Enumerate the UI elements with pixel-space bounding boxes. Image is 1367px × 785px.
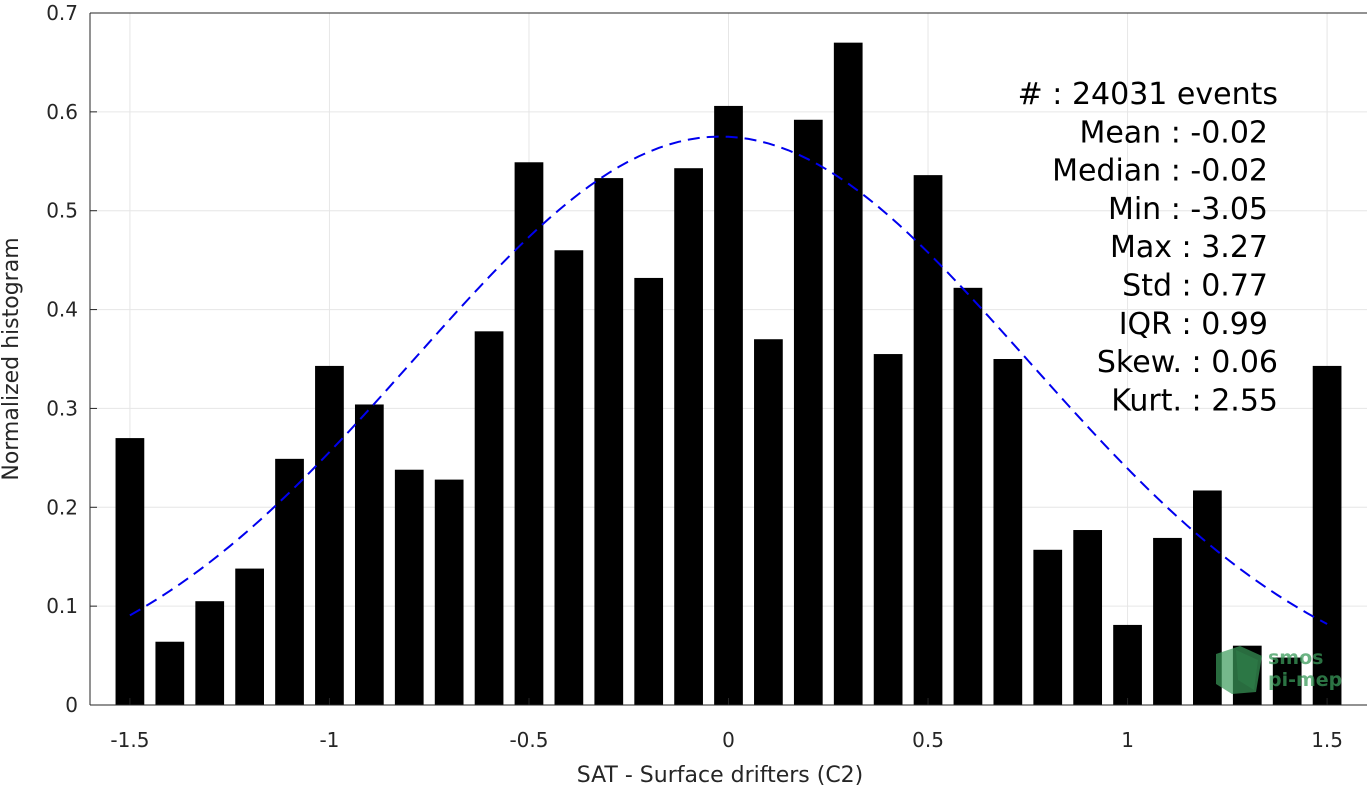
histogram-bar bbox=[634, 277, 664, 705]
histogram-bar bbox=[275, 458, 304, 705]
y-axis-label: Normalized histogram bbox=[0, 237, 24, 480]
stat-line: Max : 3.27 bbox=[1110, 230, 1268, 265]
y-tick-label: 0.1 bbox=[46, 594, 78, 618]
stat-line: Std : 0.77 bbox=[1122, 269, 1268, 304]
histogram-bar bbox=[1312, 365, 1342, 705]
x-axis-label: SAT - Surface drifters (C2) bbox=[577, 763, 864, 785]
histogram-bar bbox=[115, 438, 145, 705]
x-tick-label: -0.5 bbox=[509, 728, 548, 752]
bars bbox=[115, 42, 1342, 706]
x-tick-label: -1.5 bbox=[110, 728, 149, 752]
y-tick-label: 0.3 bbox=[46, 396, 78, 420]
histogram-bar bbox=[1073, 530, 1103, 705]
histogram-bar bbox=[235, 568, 264, 705]
y-tick-label: 0 bbox=[65, 693, 78, 717]
y-tick-label: 0.6 bbox=[46, 100, 78, 124]
stat-line: Mean : -0.02 bbox=[1079, 115, 1268, 150]
x-tick-label: 1.5 bbox=[1311, 728, 1343, 752]
x-tick-label: -1 bbox=[319, 728, 339, 752]
y-tick-label: 0.2 bbox=[46, 495, 78, 519]
histogram-bar bbox=[394, 469, 424, 705]
stat-line: Skew. : 0.06 bbox=[1097, 345, 1278, 380]
histogram-bar bbox=[554, 250, 584, 705]
stat-line: Min : -3.05 bbox=[1108, 192, 1268, 227]
histogram-bar bbox=[714, 105, 743, 705]
histogram-bar bbox=[315, 365, 344, 705]
x-axis-ticks: -1.5 -1 -0.5 0 0.5 1 1.5 bbox=[110, 698, 1343, 752]
histogram-bar bbox=[354, 404, 384, 705]
histogram-bar bbox=[594, 178, 624, 705]
histogram-bar bbox=[434, 479, 464, 705]
histogram-bar bbox=[195, 601, 225, 705]
histogram-bar bbox=[833, 42, 863, 705]
histogram-bar bbox=[754, 339, 783, 705]
logo-text: pi-mep bbox=[1268, 669, 1342, 691]
x-tick-label: 0.5 bbox=[912, 728, 944, 752]
y-tick-label: 0.5 bbox=[46, 199, 78, 223]
x-tick-label: 1 bbox=[1121, 728, 1134, 752]
histogram-bar bbox=[993, 359, 1023, 705]
histogram-bar bbox=[1113, 624, 1142, 705]
histogram-bar bbox=[1272, 657, 1302, 705]
histogram-bar bbox=[913, 175, 943, 705]
histogram-bar bbox=[155, 641, 185, 705]
fit-curve bbox=[129, 135, 1328, 625]
y-tick-label: 0.4 bbox=[46, 298, 78, 322]
histogram-bar bbox=[474, 331, 504, 705]
histogram-bar bbox=[514, 162, 544, 705]
histogram-bar bbox=[1153, 537, 1182, 705]
histogram-bar bbox=[674, 168, 703, 706]
histogram-bar bbox=[873, 354, 903, 705]
x-tick-label: 0 bbox=[722, 728, 735, 752]
y-axis-ticks: 0 0.1 0.2 0.3 0.4 0.5 0.6 0.7 bbox=[46, 1, 97, 717]
histogram-bar bbox=[953, 287, 983, 705]
stat-line: Kurt. : 2.55 bbox=[1111, 383, 1278, 418]
histogram-bar bbox=[1033, 549, 1063, 705]
stat-line: IQR : 0.99 bbox=[1119, 307, 1268, 342]
logo-shape-shade bbox=[1236, 650, 1258, 690]
y-tick-label: 0.7 bbox=[46, 1, 78, 25]
logo-text: smos bbox=[1268, 647, 1323, 669]
stat-line: # : 24031 events bbox=[1018, 77, 1278, 112]
stat-line: Median : -0.02 bbox=[1052, 154, 1268, 189]
histogram-bar bbox=[793, 119, 823, 705]
